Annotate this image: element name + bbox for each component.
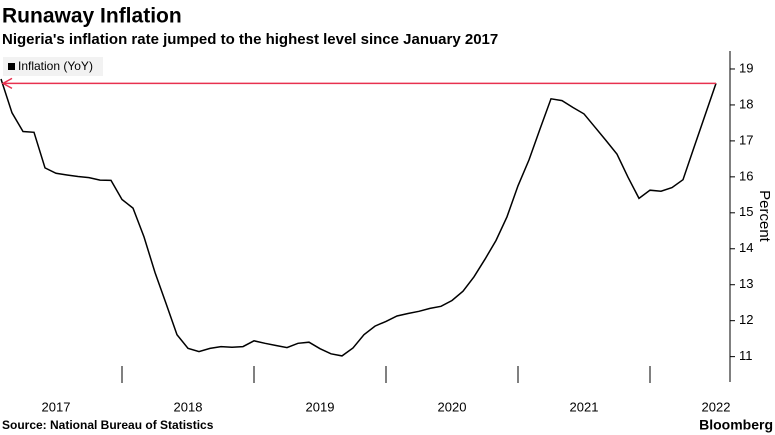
y-tick-label: 19 bbox=[739, 60, 753, 75]
legend-box bbox=[3, 57, 103, 76]
x-tick-label: 2018 bbox=[174, 399, 203, 414]
y-tick-label: 14 bbox=[739, 240, 753, 255]
y-tick-label: 17 bbox=[739, 132, 753, 147]
x-tick-label: 2020 bbox=[438, 399, 467, 414]
y-tick-label: 16 bbox=[739, 168, 753, 183]
x-tick-label: 2019 bbox=[306, 399, 335, 414]
y-tick-label: 18 bbox=[739, 96, 753, 111]
line-series bbox=[0, 78, 717, 357]
legend-swatch bbox=[8, 63, 15, 70]
legend: Inflation (YoY) bbox=[3, 57, 103, 76]
y-tick-label: 11 bbox=[739, 348, 753, 363]
chart-title: Runaway Inflation bbox=[2, 5, 182, 28]
x-tick-label: 2021 bbox=[570, 399, 599, 414]
source: Source: National Bureau of Statistics bbox=[2, 418, 214, 432]
x-tick-label: 2022 bbox=[702, 399, 731, 414]
x-tick-label: 2017 bbox=[42, 399, 71, 414]
annotation-arrowhead bbox=[1, 77, 13, 90]
chart-subtitle: Nigeria's inflation rate jumped to the h… bbox=[2, 31, 498, 48]
y-tick-label: 13 bbox=[739, 276, 753, 291]
legend-label: Inflation (YoY) bbox=[18, 59, 93, 73]
y-tick-label: 12 bbox=[739, 312, 753, 327]
y-axis-label: Percent bbox=[756, 190, 773, 243]
y-tick-label: 15 bbox=[739, 204, 753, 219]
brand: Bloomberg bbox=[699, 417, 773, 433]
